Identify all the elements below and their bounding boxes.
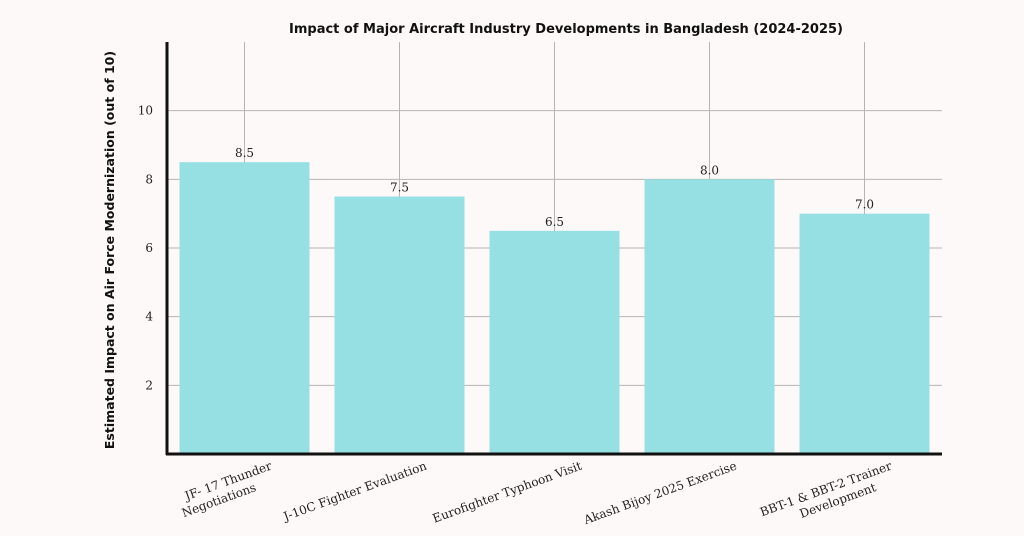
x-tick-label: BBT-1 & BBT-2 TrainerDevelopment <box>758 459 899 534</box>
value-label: 8.5 <box>235 146 254 160</box>
x-tick-label: JF- 17 ThunderNegotiations <box>175 459 279 521</box>
x-tick-label: Akash Bijoy 2025 Exercise <box>581 459 739 528</box>
axes <box>165 42 942 456</box>
y-tick-label: 8 <box>145 172 153 186</box>
y-axis-label: Estimated Impact on Air Force Modernizat… <box>102 51 117 449</box>
value-label: 7.5 <box>390 181 409 195</box>
y-tick-label: 2 <box>145 378 153 392</box>
bar <box>799 213 930 454</box>
bars <box>179 162 930 455</box>
bar <box>644 179 775 455</box>
value-label: 7.0 <box>855 198 874 212</box>
chart-title: Impact of Major Aircraft Industry Develo… <box>289 22 843 37</box>
y-tick-label: 10 <box>138 104 153 118</box>
bar <box>489 230 620 454</box>
x-tick-label: J-10C Fighter Evaluation <box>280 459 429 525</box>
value-label: 8.0 <box>700 163 719 177</box>
bar <box>334 196 465 454</box>
bar <box>179 162 310 454</box>
value-label: 6.5 <box>545 215 564 229</box>
y-tick-label: 6 <box>145 241 153 255</box>
y-tick-label: 4 <box>145 310 153 324</box>
x-tick-label: Eurofighter Typhoon Visit <box>431 459 584 526</box>
